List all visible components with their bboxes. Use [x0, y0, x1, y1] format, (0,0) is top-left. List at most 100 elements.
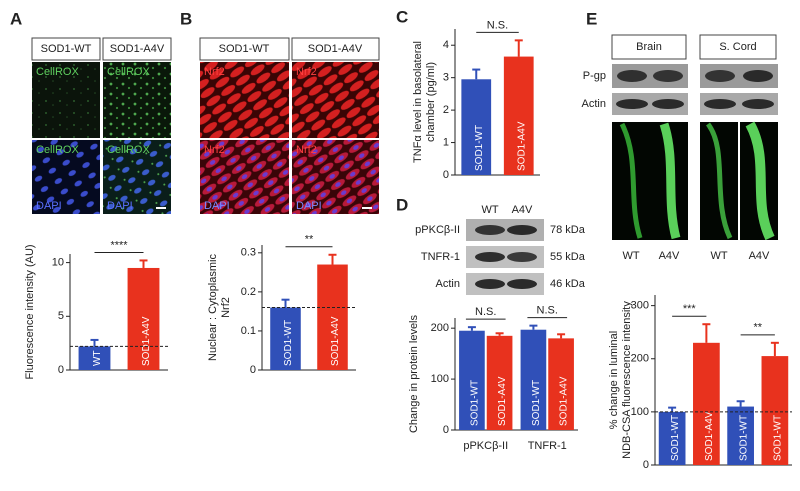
bar [503, 56, 534, 176]
bar [658, 411, 686, 465]
y-tick-label: 0.3 [241, 247, 256, 259]
x-tick-label: pPKCβ-II [463, 440, 508, 452]
header-box [102, 37, 172, 61]
stain-label: DAPI [204, 200, 230, 212]
bar-label: SOD1-WT [531, 380, 542, 426]
y-tick-label: 0 [443, 424, 449, 436]
micrograph [103, 140, 171, 214]
micrograph [200, 62, 289, 138]
stain-label: DAPI [296, 200, 322, 212]
y-tick-label: 4 [443, 39, 449, 51]
bar [317, 264, 348, 370]
y-axis-label: NDB-CSA fluorescence intensity [621, 301, 633, 459]
bar [270, 307, 301, 370]
bar-label: SOD1-A4V [559, 376, 570, 426]
bar-label: WT [92, 350, 103, 366]
significance-label: N.S. [487, 19, 508, 31]
column-header: SOD1-A4V [110, 43, 165, 55]
column-header: Brain [636, 41, 662, 53]
header-box [611, 34, 687, 60]
y-tick-label: 5 [58, 310, 64, 322]
y-axis-label: Fluorescence intensity (AU) [24, 244, 36, 379]
stain-label: CellROX [36, 66, 79, 78]
micrograph [32, 62, 100, 138]
blot-label: P-gp [583, 70, 606, 82]
column-header: SOD1-WT [41, 43, 92, 55]
column-header: SOD1-WT [219, 43, 270, 55]
image-label: A4V [659, 250, 680, 262]
blot-strip [466, 219, 544, 295]
column-header: S. Cord [719, 41, 756, 53]
y-tick-label: 0 [250, 364, 256, 376]
header-box [199, 37, 290, 61]
y-tick-label: 200 [431, 322, 449, 334]
y-axis-label: Nuclear : Cytoplasmic [207, 254, 219, 361]
y-tick-label: 1 [443, 136, 449, 148]
y-axis-label: % change in luminal [608, 331, 620, 429]
y-tick-label: 0.1 [241, 325, 256, 337]
y-tick-label: 0 [443, 169, 449, 181]
blot-label: TNFR-1 [421, 251, 460, 263]
panel-letter: B [180, 9, 192, 28]
stain-label: CellROX [107, 144, 150, 156]
bar [486, 335, 513, 430]
stain-label: Nrf2 [296, 66, 317, 78]
bar [78, 346, 111, 370]
micrograph [32, 140, 100, 214]
bar [520, 329, 547, 430]
blot-size: 78 kDa [550, 224, 586, 236]
image-label: A4V [749, 250, 770, 262]
stain-label: Nrf2 [204, 144, 225, 156]
y-axis-label: Change in protein levels [408, 314, 420, 433]
panel-letter: C [396, 7, 408, 26]
y-tick-label: 2 [443, 104, 449, 116]
bar-label: SOD1-WT [283, 320, 294, 366]
y-tick-label: 200 [631, 353, 649, 365]
bar [761, 356, 789, 465]
blot-size: 46 kDa [550, 278, 586, 290]
panel-letter: E [586, 9, 597, 28]
y-tick-label: 300 [631, 300, 649, 312]
y-axis-label: TNFα level in basolateral [412, 41, 424, 163]
bar [693, 342, 720, 465]
blot-label: Actin [436, 278, 460, 290]
significance-label: N.S. [537, 305, 558, 317]
significance-label: **** [110, 239, 128, 251]
column-header: SOD1-A4V [308, 43, 363, 55]
y-axis-label: Nrf2 [220, 297, 232, 318]
header-box [699, 34, 777, 60]
bar [459, 330, 485, 430]
lane-label: WT [481, 204, 498, 216]
stain-label: Nrf2 [296, 144, 317, 156]
micrograph [612, 121, 778, 241]
y-tick-label: 100 [631, 406, 649, 418]
significance-label: ** [753, 322, 762, 334]
y-tick-label: 100 [431, 373, 449, 385]
micrograph [103, 62, 171, 138]
blot-size: 55 kDa [550, 251, 586, 263]
lane-label: A4V [512, 204, 533, 216]
bar-label: SOD1-WT [474, 125, 485, 171]
stain-label: CellROX [36, 144, 79, 156]
stain-label: DAPI [107, 200, 133, 212]
bar-label: SOD1-A4V [497, 376, 508, 426]
bar-label: SOD1-A4V [704, 411, 715, 461]
bar-label: SOD1-A4V [141, 316, 152, 366]
significance-label: ** [305, 234, 314, 246]
x-tick-label: TNFR-1 [528, 440, 567, 452]
header-box [291, 37, 380, 61]
panel-letter: D [396, 195, 408, 214]
y-tick-label: 10 [52, 256, 64, 268]
bar [461, 79, 492, 175]
y-tick-label: 0 [58, 364, 64, 376]
blot-strip [612, 64, 778, 115]
stain-label: Nrf2 [204, 66, 225, 78]
y-tick-label: 0.2 [241, 286, 256, 298]
blot-label: pPKCβ-II [415, 224, 460, 236]
bar-label: SOD1-WT [773, 415, 784, 461]
image-label: WT [622, 250, 639, 262]
bar-label: SOD1-A4V [516, 121, 527, 171]
stain-label: DAPI [36, 200, 62, 212]
panel-letter: A [10, 9, 22, 28]
